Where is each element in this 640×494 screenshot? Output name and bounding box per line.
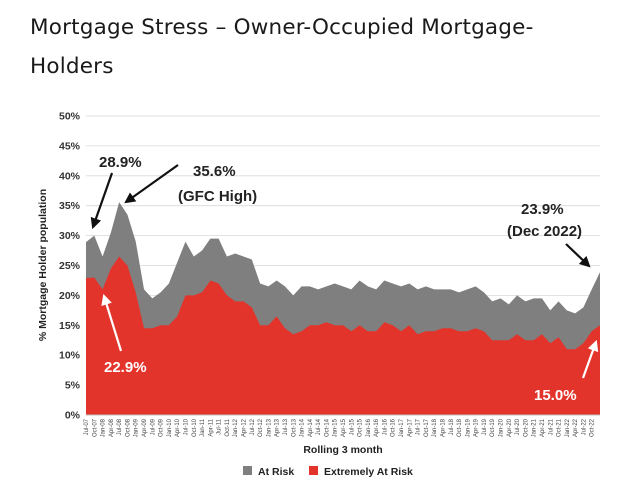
x-tick-label: Jul-16 [382, 418, 388, 435]
x-tick-label: Jan-08 [101, 418, 107, 437]
x-tick-label: Oct-07 [92, 418, 98, 437]
x-tick-label: Jul-15 [349, 418, 355, 435]
x-tick-label: Apr-22 [573, 418, 579, 437]
annotation-end-label: (Dec 2022) [507, 223, 582, 240]
x-tick-label: Apr-13 [275, 418, 281, 437]
x-tick-label: Oct-10 [192, 418, 198, 437]
x-tick-label: Jan-09 [134, 418, 140, 437]
x-axis-label: Rolling 3 month [303, 444, 382, 456]
x-tick-label: Oct-12 [258, 418, 264, 437]
annotation-end-extreme: 15.0% [534, 387, 577, 404]
x-tick-label: Jan-19 [465, 418, 471, 437]
series-area-extremely-at-risk [86, 256, 600, 415]
annotation-gfc-label: (GFC High) [178, 188, 257, 205]
y-tick-label: 40% [59, 170, 81, 182]
x-tick-label: Jul-08 [117, 418, 123, 435]
x-tick-label: Oct-15 [358, 418, 364, 437]
x-axis: Jul-07 Oct-07 Jan-08 Apr-08 Jul-08 Oct-08 Jan-… [84, 414, 600, 437]
x-tick-label: Apr-08 [109, 418, 115, 437]
x-tick-label: Oct-19 [490, 418, 496, 437]
y-tick-label: 5% [65, 380, 81, 392]
x-tick-label: Jan-17 [399, 418, 405, 437]
annotation-gfc-value: 35.6% [193, 163, 236, 180]
x-tick-label: Jul-22 [581, 418, 587, 435]
x-tick-label: Oct-08 [125, 418, 131, 437]
y-tick-label: 15% [59, 320, 81, 332]
arrow-end-at-risk [565, 243, 591, 268]
x-tick-label: Jan-11 [200, 418, 206, 437]
x-tick-label: Jul-20 [515, 418, 521, 435]
x-tick-label: Apr-16 [374, 418, 380, 437]
x-tick-label: Apr-18 [440, 418, 446, 437]
chart-title: Mortgage Stress – Owner-Occupied Mortgag… [30, 15, 534, 79]
x-tick-label: Jul-09 [150, 418, 156, 435]
x-tick-label: Oct-14 [324, 418, 330, 437]
y-tick-label: 30% [59, 230, 81, 242]
x-tick-label: Apr-11 [208, 418, 214, 436]
x-tick-label: Oct-11 [225, 418, 231, 436]
x-tick-label: Jul-18 [449, 418, 455, 435]
x-tick-label: Jul-14 [316, 418, 322, 435]
x-tick-label: Oct-17 [424, 418, 430, 437]
x-tick-label: Apr-20 [507, 418, 513, 437]
x-tick-label: Oct-21 [557, 418, 563, 437]
legend-label-at-risk: At Risk [258, 466, 294, 478]
y-tick-label: 10% [59, 350, 81, 362]
x-tick-label: Jul-10 [183, 418, 189, 435]
y-tick-label: 50% [59, 111, 81, 123]
arrow-start-extreme [101, 293, 123, 352]
areas [86, 202, 600, 415]
x-tick-label: Apr-09 [142, 418, 148, 437]
x-tick-label: Oct-09 [159, 418, 165, 437]
arrow-end-extreme [581, 339, 599, 379]
x-tick-label: Apr-14 [308, 418, 314, 437]
x-tick-label: Apr-10 [175, 418, 181, 437]
x-tick-label: Oct-22 [590, 418, 596, 437]
legend: At Risk Extremely At Risk [243, 466, 413, 478]
x-tick-label: Jan-21 [532, 418, 538, 437]
x-tick-label: Jul-07 [84, 418, 90, 435]
x-tick-label: Jan-18 [432, 418, 438, 437]
y-tick-label: 20% [59, 290, 81, 302]
x-tick-label: Oct-16 [391, 418, 397, 437]
x-tick-label: Jan-16 [366, 418, 372, 437]
x-tick-label: Jan-15 [333, 418, 339, 437]
x-tick-label: Jul-11 [217, 418, 223, 435]
x-tick-label: Apr-15 [341, 418, 347, 437]
legend-label-extremely-at-risk: Extremely At Risk [324, 466, 413, 478]
x-tick-label: Jan-12 [233, 418, 239, 437]
x-tick-label: Jul-19 [482, 418, 488, 435]
x-tick-label: Jan-14 [300, 418, 306, 437]
x-tick-label: Oct-18 [457, 418, 463, 437]
legend-swatch-extremely-at-risk [309, 466, 318, 475]
x-tick-label: Apr-21 [540, 418, 546, 437]
x-tick-label: Jul-13 [283, 418, 289, 435]
legend-swatch-at-risk [243, 466, 252, 475]
x-tick-label: Jul-21 [548, 418, 554, 435]
x-tick-label: Jul-12 [250, 418, 256, 435]
x-tick-label: Apr-19 [474, 418, 480, 437]
arrow-start-at-risk [90, 172, 114, 230]
x-tick-label: Jan-10 [167, 418, 173, 437]
x-tick-label: Apr-12 [242, 418, 248, 437]
annotation-start-at-risk: 28.9% [99, 154, 142, 171]
y-tick-label: 0% [65, 410, 81, 422]
y-axis: 0% 5% 10% 15% 20% 25% 30% 35% 40% 45% 50% [59, 111, 81, 422]
annotation-end-at-risk: 23.9% [521, 201, 564, 218]
x-tick-label: Jan-20 [499, 418, 505, 437]
arrow-gfc-high [124, 164, 179, 204]
x-tick-label: Jan-22 [565, 418, 571, 437]
y-tick-label: 35% [59, 200, 81, 212]
annotation-start-extreme: 22.9% [104, 359, 147, 376]
y-tick-label: 25% [59, 260, 81, 272]
x-tick-label: Jan-13 [266, 418, 272, 437]
x-tick-label: Jul-17 [416, 418, 422, 435]
y-tick-label: 45% [59, 140, 81, 152]
x-tick-label: Oct-13 [291, 418, 297, 437]
y-axis-label: % Mortgage Holder population [37, 189, 49, 341]
x-tick-label: Oct-20 [523, 418, 529, 437]
x-tick-label: Apr-17 [407, 418, 413, 437]
